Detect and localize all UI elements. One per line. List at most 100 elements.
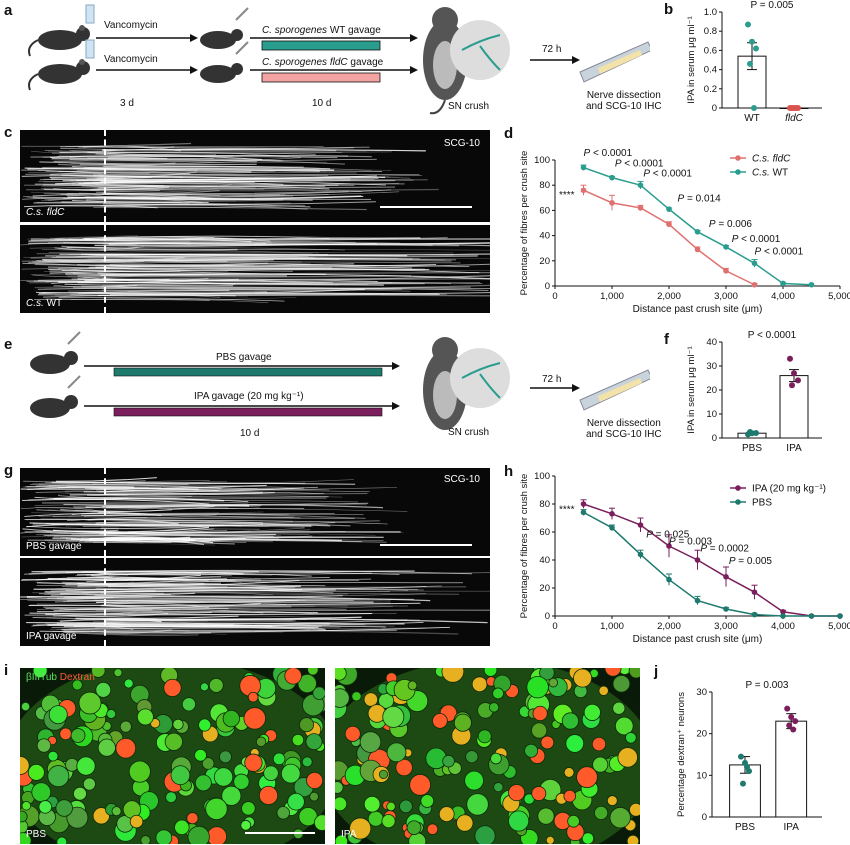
nerve-fibre <box>78 293 490 296</box>
data-point <box>795 377 801 384</box>
neuron <box>213 767 234 787</box>
data-point <box>751 105 757 111</box>
y-tick-label: 0.6 <box>704 45 717 56</box>
neuron <box>66 806 89 829</box>
nerve-fibre <box>101 523 312 527</box>
neuron <box>561 712 580 730</box>
p-value-label: P = 0.003 <box>746 680 789 691</box>
nerve-fibre <box>102 508 408 512</box>
nerve-fibre <box>64 170 276 176</box>
nerve-fibre <box>41 186 315 191</box>
nerve-fibre <box>56 597 370 601</box>
mouse-icon <box>30 351 78 374</box>
neuron <box>70 728 86 743</box>
neuron <box>287 792 305 811</box>
nerve-fibre <box>83 512 219 514</box>
nerve-fibre <box>38 289 230 294</box>
nerve-fibre <box>26 595 343 599</box>
y-tick-label: 20 <box>539 583 550 594</box>
data-point <box>787 355 793 362</box>
dextran-neuron <box>20 756 30 775</box>
nerve-fibre <box>83 487 305 493</box>
sn-crush-label: SN crush <box>448 427 490 438</box>
nerve-fibre <box>39 585 228 590</box>
neuron <box>526 675 549 699</box>
y-tick-label: 0 <box>702 812 707 823</box>
neuron <box>32 668 48 679</box>
nerve-fibre <box>32 617 296 622</box>
stain-label: SCG-10 <box>443 138 480 149</box>
crush-site-line <box>104 225 106 313</box>
nerve-fibre <box>43 606 229 610</box>
dextran-neuron <box>306 771 324 790</box>
neuron <box>47 750 59 762</box>
nerve-fibre <box>48 150 367 152</box>
neuron <box>307 668 319 676</box>
dextran-neuron <box>471 676 488 693</box>
neuron <box>174 819 190 836</box>
neuron <box>524 743 539 758</box>
syringe-icon <box>67 331 81 345</box>
nerve-fibre <box>26 523 130 528</box>
neuron <box>612 674 631 693</box>
nerve-fibre <box>32 614 331 619</box>
nerve-fibre <box>36 601 129 605</box>
neuron <box>38 800 53 814</box>
crush-site-line <box>104 130 106 222</box>
nerve-fibre <box>36 201 181 204</box>
dextran-neuron <box>409 774 431 796</box>
nerve-fibre <box>26 235 139 240</box>
nerve-fibre <box>104 203 311 208</box>
neuron <box>594 805 609 821</box>
x-tick-label: 2,000 <box>657 621 681 632</box>
neuron <box>301 756 313 768</box>
nerve-fibre <box>105 519 380 524</box>
scale-bar <box>380 206 472 208</box>
nerve-fibre <box>45 255 478 258</box>
nerve-fibre <box>66 191 400 198</box>
neuron <box>200 682 209 692</box>
nerve-fibre <box>60 509 173 512</box>
y-tick-label: 30 <box>706 361 717 372</box>
neuron <box>335 781 344 794</box>
nerve-fibre <box>32 524 329 526</box>
neuron <box>297 673 317 694</box>
series-line <box>583 503 840 617</box>
nerve-fibre <box>95 606 393 611</box>
micrograph-ipa: IPA gavage <box>20 558 490 646</box>
dextran-neuron <box>617 747 638 768</box>
data-point <box>780 613 786 619</box>
neuron <box>140 835 151 844</box>
nerve-fibre <box>41 185 265 191</box>
stain-legend: βIIITub Dextran <box>26 672 95 683</box>
mouse-icon <box>200 63 243 83</box>
panel-label-i: i <box>4 662 9 679</box>
nerve-fibre <box>106 502 367 506</box>
p-value-annotation: P < 0.0001 <box>584 148 633 159</box>
fldc-gavage-bar <box>261 72 381 83</box>
neuron <box>172 718 184 731</box>
data-point <box>753 45 759 52</box>
nerve-fibre <box>34 496 129 500</box>
data-point <box>580 164 587 171</box>
days-label-1: 3 d <box>120 98 134 109</box>
panel-e-schematic <box>30 331 650 430</box>
neuron <box>367 810 384 827</box>
nerve-fibre <box>20 484 267 490</box>
data-point <box>747 429 753 435</box>
neuron <box>592 756 609 773</box>
series-line <box>583 511 840 617</box>
dextran-neuron <box>598 685 609 696</box>
data-point <box>837 613 843 619</box>
neuron <box>219 750 232 764</box>
outcome-label: Nerve dissection and SCG-10 IHC <box>586 90 662 112</box>
nerve-fibre <box>72 168 383 172</box>
neuron <box>165 791 177 804</box>
nerve-fibre <box>95 601 374 604</box>
nerve-fibre <box>77 275 490 281</box>
neuron <box>291 733 305 747</box>
nerve-fibre <box>66 243 377 248</box>
hours-label: 72 h <box>542 374 562 385</box>
nerve-fibre <box>99 269 490 271</box>
y-tick-label: 100 <box>534 155 550 166</box>
